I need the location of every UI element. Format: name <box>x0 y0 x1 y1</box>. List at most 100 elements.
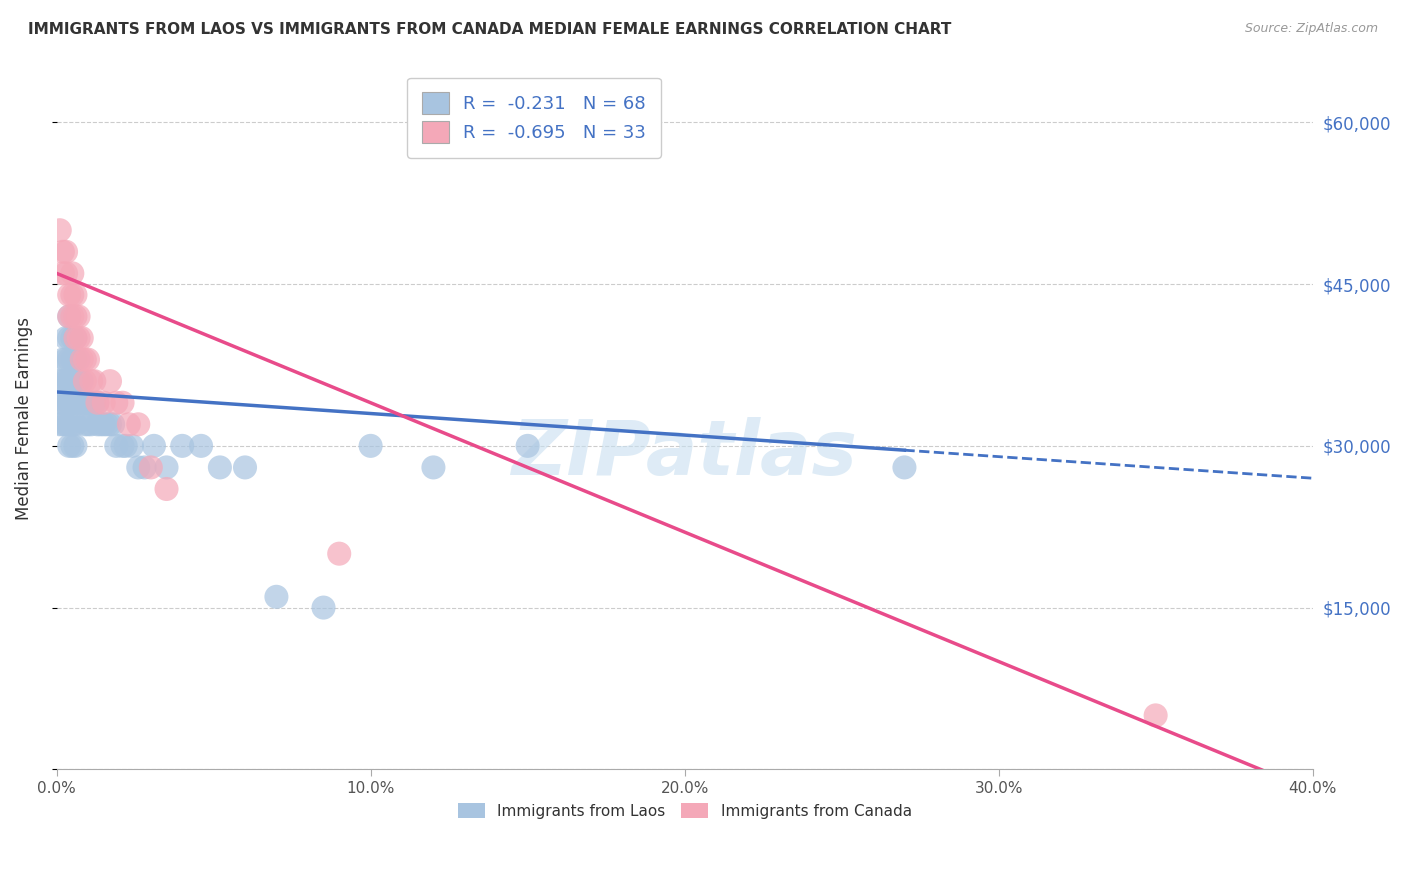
Point <box>67 374 90 388</box>
Text: ZIPatlas: ZIPatlas <box>512 417 858 491</box>
Point <box>98 374 121 388</box>
Point <box>77 396 100 410</box>
Point <box>86 396 108 410</box>
Point <box>58 417 80 432</box>
Point <box>111 439 134 453</box>
Point <box>80 417 103 432</box>
Point <box>65 417 87 432</box>
Point <box>55 374 77 388</box>
Point <box>73 417 96 432</box>
Point <box>86 417 108 432</box>
Point <box>65 331 87 345</box>
Point <box>172 439 194 453</box>
Point <box>105 396 128 410</box>
Y-axis label: Median Female Earnings: Median Female Earnings <box>15 318 32 520</box>
Point <box>118 417 141 432</box>
Point <box>86 396 108 410</box>
Point <box>60 331 83 345</box>
Point <box>105 439 128 453</box>
Point <box>83 396 105 410</box>
Point <box>77 417 100 432</box>
Point <box>58 310 80 324</box>
Point <box>58 352 80 367</box>
Point <box>208 460 231 475</box>
Point <box>60 352 83 367</box>
Point <box>58 331 80 345</box>
Point <box>65 331 87 345</box>
Point <box>73 374 96 388</box>
Point <box>58 439 80 453</box>
Point <box>55 244 77 259</box>
Point <box>73 352 96 367</box>
Point <box>65 352 87 367</box>
Point <box>58 396 80 410</box>
Point <box>70 352 93 367</box>
Point <box>127 460 149 475</box>
Point <box>58 310 80 324</box>
Point <box>127 417 149 432</box>
Point <box>55 266 77 280</box>
Point <box>233 460 256 475</box>
Point <box>60 310 83 324</box>
Point <box>65 288 87 302</box>
Point <box>422 460 444 475</box>
Point <box>67 352 90 367</box>
Point <box>155 482 177 496</box>
Point <box>52 417 75 432</box>
Point <box>58 374 80 388</box>
Point <box>1144 708 1167 723</box>
Point <box>70 331 93 345</box>
Point <box>111 396 134 410</box>
Point <box>142 439 165 453</box>
Point <box>101 417 124 432</box>
Point <box>65 310 87 324</box>
Point <box>516 439 538 453</box>
Point <box>114 439 136 453</box>
Point <box>328 547 350 561</box>
Point <box>52 266 75 280</box>
Point <box>67 331 90 345</box>
Point <box>55 331 77 345</box>
Point <box>60 266 83 280</box>
Point <box>52 244 75 259</box>
Point <box>312 600 335 615</box>
Point <box>60 288 83 302</box>
Legend: Immigrants from Laos, Immigrants from Canada: Immigrants from Laos, Immigrants from Ca… <box>451 797 918 825</box>
Point <box>121 439 143 453</box>
Point <box>73 396 96 410</box>
Point <box>67 310 90 324</box>
Point <box>48 417 70 432</box>
Point <box>98 417 121 432</box>
Point <box>93 417 115 432</box>
Point <box>77 352 100 367</box>
Point <box>52 374 75 388</box>
Point <box>893 460 915 475</box>
Point <box>60 374 83 388</box>
Point <box>48 396 70 410</box>
Point <box>80 374 103 388</box>
Point <box>70 374 93 388</box>
Point <box>48 223 70 237</box>
Point <box>70 396 93 410</box>
Point <box>67 396 90 410</box>
Point <box>65 396 87 410</box>
Point <box>55 396 77 410</box>
Point <box>90 417 112 432</box>
Point <box>96 417 118 432</box>
Text: IMMIGRANTS FROM LAOS VS IMMIGRANTS FROM CANADA MEDIAN FEMALE EARNINGS CORRELATIO: IMMIGRANTS FROM LAOS VS IMMIGRANTS FROM … <box>28 22 952 37</box>
Point <box>65 374 87 388</box>
Point <box>360 439 382 453</box>
Point <box>58 288 80 302</box>
Point <box>48 374 70 388</box>
Point <box>266 590 288 604</box>
Point <box>65 439 87 453</box>
Point <box>52 396 75 410</box>
Point <box>83 374 105 388</box>
Point <box>60 439 83 453</box>
Point <box>155 460 177 475</box>
Point <box>190 439 212 453</box>
Text: Source: ZipAtlas.com: Source: ZipAtlas.com <box>1244 22 1378 36</box>
Point <box>52 352 75 367</box>
Point <box>60 417 83 432</box>
Point <box>139 460 162 475</box>
